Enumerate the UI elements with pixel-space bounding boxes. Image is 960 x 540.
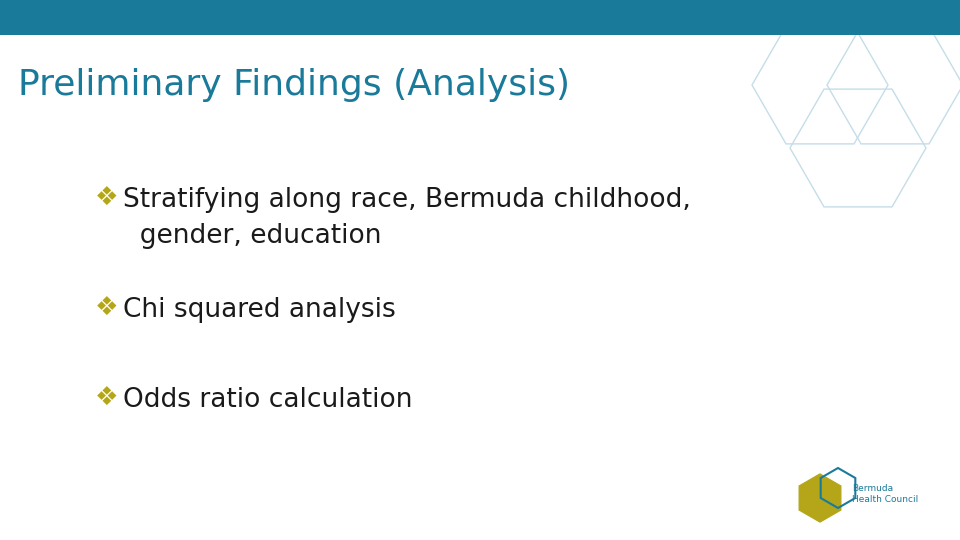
Text: Chi squared analysis: Chi squared analysis xyxy=(123,297,396,323)
Text: Stratifying along race, Bermuda childhood,
  gender, education: Stratifying along race, Bermuda childhoo… xyxy=(123,187,691,249)
Text: ❖: ❖ xyxy=(95,185,119,211)
Polygon shape xyxy=(800,474,841,522)
Text: Bermuda
Health Council: Bermuda Health Council xyxy=(852,484,919,504)
Text: ❖: ❖ xyxy=(95,385,119,411)
Text: ❖: ❖ xyxy=(95,295,119,321)
Bar xyxy=(0,0,960,35)
Text: Odds ratio calculation: Odds ratio calculation xyxy=(123,387,413,413)
Text: Preliminary Findings (Analysis): Preliminary Findings (Analysis) xyxy=(18,68,570,102)
